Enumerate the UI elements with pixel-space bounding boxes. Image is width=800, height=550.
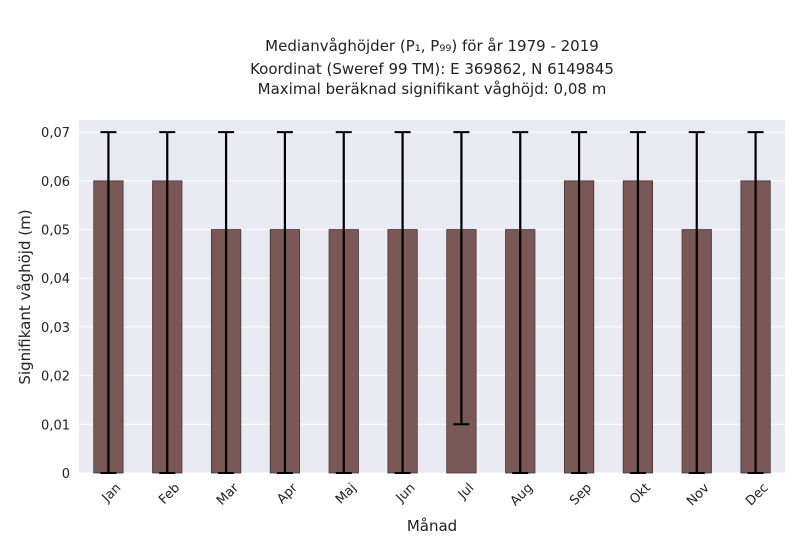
x-tick-label: Jan [99, 481, 124, 506]
y-axis-ticks: 0 0,01 0,02 0,03 0,04 0,05 0,06 0,07 [41, 126, 70, 482]
x-axis-ticks: Jan Feb Mar Apr Maj Jun Jul Aug Sep Okt Nov Dec [99, 480, 772, 509]
x-tick-label: Apr [274, 480, 301, 507]
error-bars [100, 131, 764, 474]
x-tick-label: Jun [393, 481, 419, 507]
gridlines [79, 131, 785, 474]
error-bar-sep [571, 131, 588, 474]
x-axis-label: Månad [407, 517, 457, 535]
error-bar-jul [453, 131, 470, 426]
x-tick-label: Feb [156, 481, 183, 508]
error-bar-dec [747, 131, 764, 474]
x-tick-label: Maj [333, 481, 360, 508]
x-tick-label: Jul [455, 481, 477, 503]
error-bar-mar [218, 131, 235, 474]
y-tick-label: 0,01 [41, 418, 70, 433]
y-tick-label: 0,05 [41, 224, 70, 239]
y-tick-label: 0,06 [41, 175, 70, 190]
error-bar-jun [394, 131, 411, 474]
y-tick-label: 0,07 [41, 126, 70, 141]
x-tick-label: Nov [684, 480, 713, 509]
y-tick-label: 0 [62, 467, 70, 482]
y-tick-label: 0,02 [41, 370, 70, 385]
error-bar-apr [276, 131, 293, 474]
y-axis-label: Signifikant våghöjd (m) [16, 209, 34, 384]
error-bar-maj [335, 131, 352, 474]
title-line-1: Medianvåghöjder (P₁, P₉₉) för år 1979 - … [265, 37, 599, 55]
x-tick-label: Okt [627, 481, 654, 508]
title-line-3: Maximal beräknad signifikant våghöjd: 0,… [258, 80, 607, 98]
error-bar-feb [159, 131, 176, 474]
plot-area [79, 120, 785, 473]
x-tick-label: Mar [214, 480, 242, 508]
y-tick-label: 0,04 [41, 272, 70, 287]
error-bar-nov [688, 131, 705, 474]
x-tick-label: Dec [743, 481, 771, 509]
x-tick-label: Sep [567, 481, 595, 509]
x-tick-label: Aug [508, 481, 537, 510]
error-bar-aug [512, 131, 529, 474]
chart-title: Medianvåghöjder (P₁, P₉₉) för år 1979 - … [250, 37, 614, 98]
error-bar-okt [629, 131, 646, 474]
error-bar-jan [100, 131, 117, 474]
title-line-2: Koordinat (Sweref 99 TM): E 369862, N 61… [250, 60, 614, 78]
y-tick-label: 0,03 [41, 321, 70, 336]
